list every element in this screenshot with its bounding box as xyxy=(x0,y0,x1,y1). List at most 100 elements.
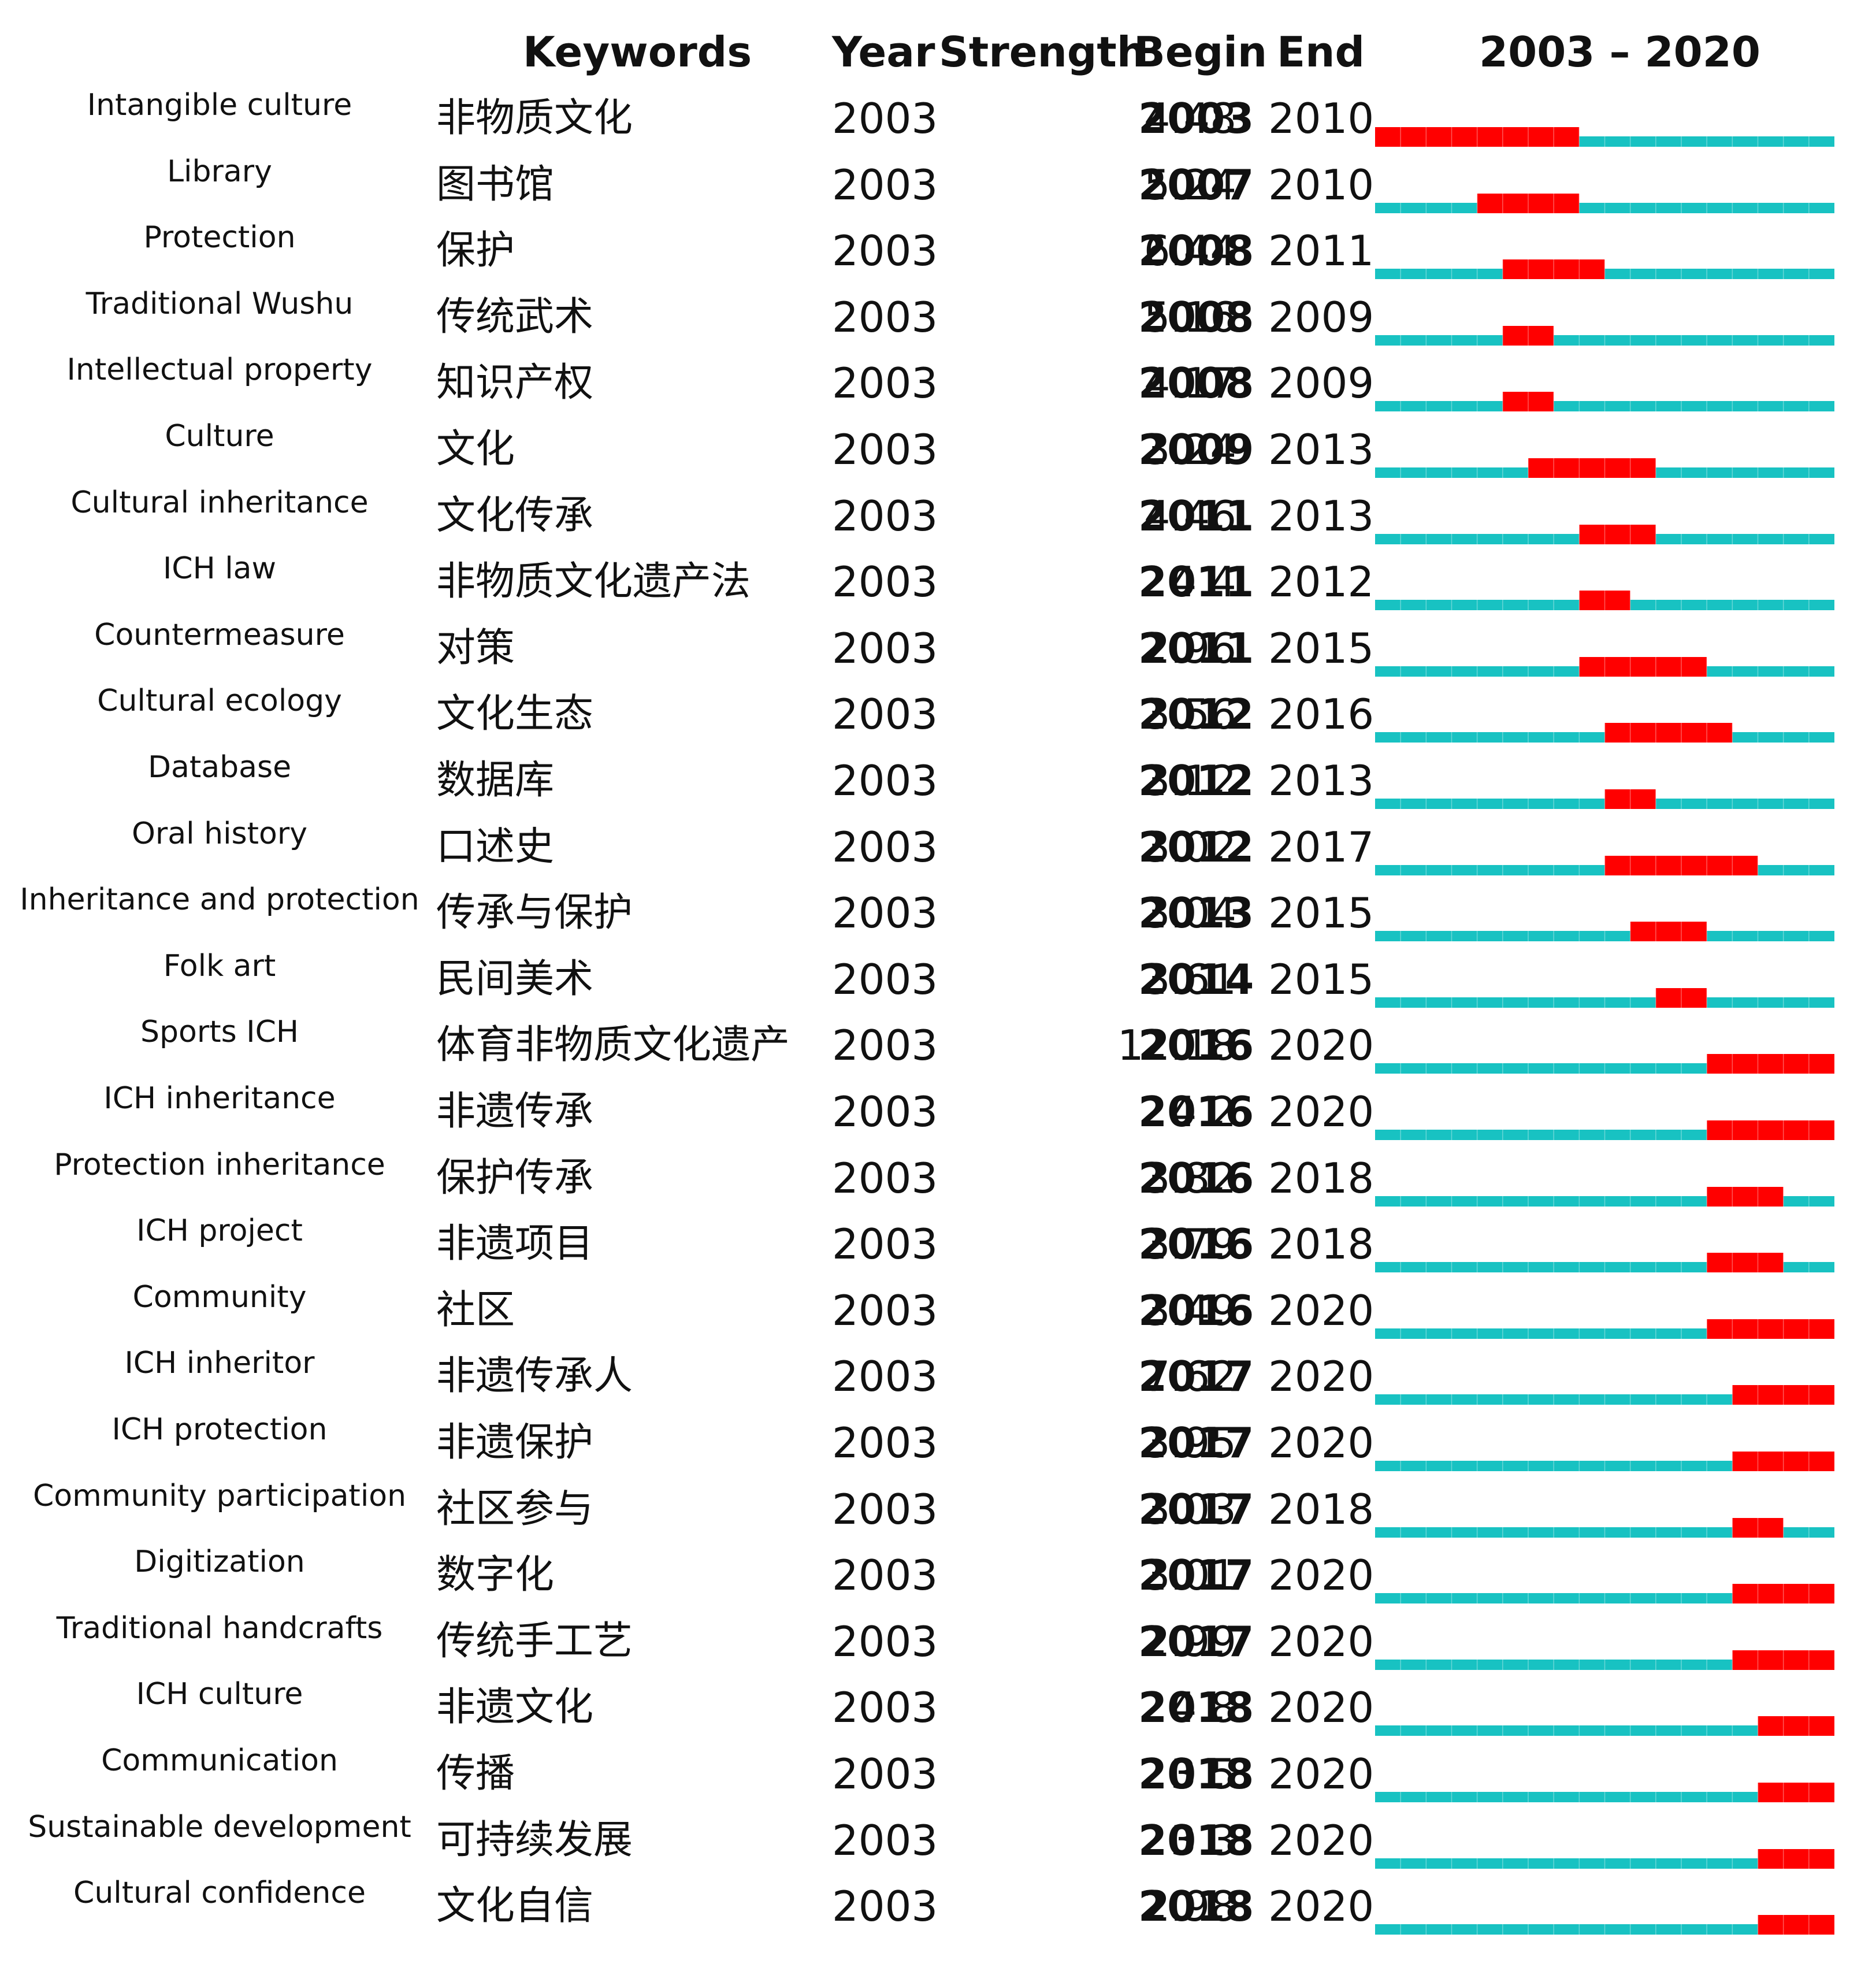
burst-bar xyxy=(1655,988,1707,1008)
keyword-zh: 体育非物质文化遗产 xyxy=(436,1022,790,1068)
begin-value: 2013 xyxy=(1138,889,1254,938)
strength-value: 2.96 xyxy=(1143,623,1236,673)
begin-value: 2016 xyxy=(1138,1153,1254,1202)
burst-timeline xyxy=(1375,1716,1834,1736)
year-value: 2003 xyxy=(832,1816,938,1865)
year-value: 2003 xyxy=(832,690,938,739)
year-value: 2003 xyxy=(832,227,938,276)
table-row: Protection inheritance 保护传承 2003 3.82 2016 20… xyxy=(0,1146,1876,1213)
strength-value: 4.8 xyxy=(1170,1683,1236,1732)
end-value: 2020 xyxy=(1268,1352,1375,1401)
keyword-en: Countermeasure xyxy=(94,617,345,652)
header-year: Year xyxy=(832,28,935,76)
keyword-en: Traditional handcrafts xyxy=(56,1610,383,1646)
keyword-en: Traditional Wushu xyxy=(86,286,354,321)
burst-bar xyxy=(1579,656,1707,677)
table-row: ICH culture 非遗文化 2003 4.8 2018 2020 xyxy=(0,1676,1876,1742)
end-value: 2015 xyxy=(1268,889,1375,938)
burst-timeline xyxy=(1375,656,1834,677)
burst-timeline xyxy=(1375,591,1834,611)
burst-bar xyxy=(1528,458,1656,478)
keyword-zh: 民间美术 xyxy=(436,956,594,1002)
keyword-zh: 非遗传承 xyxy=(436,1089,594,1134)
keyword-zh: 保护 xyxy=(436,228,515,274)
strength-value: 3.24 xyxy=(1143,425,1236,474)
table-row: Folk art 民间美术 2003 3.61 2014 2015 xyxy=(0,948,1876,1014)
end-value: 2020 xyxy=(1268,1286,1375,1335)
year-value: 2003 xyxy=(832,955,938,1004)
year-value: 2003 xyxy=(832,359,938,408)
burst-timeline xyxy=(1375,988,1834,1008)
keyword-en: ICH law xyxy=(162,551,277,587)
keyword-zh: 社区 xyxy=(436,1287,515,1333)
keyword-zh: 文化生态 xyxy=(436,691,594,737)
end-value: 2013 xyxy=(1268,756,1375,805)
begin-value: 2009 xyxy=(1138,425,1254,474)
keyword-zh: 文化 xyxy=(436,426,515,472)
table-row: ICH project 非遗项目 2003 3.79 2016 2018 xyxy=(0,1212,1876,1279)
keyword-zh: 传统手工艺 xyxy=(436,1618,633,1664)
table-row: Traditional handcrafts 传统手工艺 2003 2.99 2017 2… xyxy=(0,1610,1876,1676)
end-value: 2020 xyxy=(1268,1816,1375,1865)
end-value: 2010 xyxy=(1268,160,1375,209)
keyword-zh: 非物质文化 xyxy=(436,95,633,141)
begin-value: 2008 xyxy=(1138,359,1254,408)
table-row: Communication 传播 2003 3.5 2018 2020 xyxy=(0,1742,1876,1809)
end-value: 2020 xyxy=(1268,1087,1375,1136)
burst-timeline xyxy=(1375,1319,1834,1339)
year-value: 2003 xyxy=(832,1286,938,1335)
end-value: 2013 xyxy=(1268,425,1375,474)
burst-timeline xyxy=(1375,1186,1834,1207)
table-row: Inheritance and protection 传承与保护 2003 3.04 2… xyxy=(0,881,1876,948)
burst-bar xyxy=(1477,193,1580,213)
year-value: 2003 xyxy=(832,889,938,938)
burst-timeline xyxy=(1375,1783,1834,1802)
end-value: 2015 xyxy=(1268,623,1375,673)
keyword-en: Digitization xyxy=(134,1545,305,1580)
table-row: Community 社区 2003 3.49 2016 2020 xyxy=(0,1279,1876,1345)
burst-bar xyxy=(1630,922,1707,942)
table-row: Intangible culture 非物质文化 2003 4.48 2003 2010 xyxy=(0,87,1876,153)
year-value: 2003 xyxy=(832,94,938,143)
burst-timeline xyxy=(1375,855,1834,875)
strength-value: 3.56 xyxy=(1143,690,1236,739)
keyword-en: Library xyxy=(167,154,272,189)
burst-bar xyxy=(1707,1054,1834,1074)
end-value: 2013 xyxy=(1268,491,1375,540)
strength-value: 3.12 xyxy=(1143,756,1236,805)
year-value: 2003 xyxy=(832,1882,938,1931)
end-value: 2009 xyxy=(1268,292,1375,342)
burst-bar xyxy=(1375,127,1580,147)
burst-bar xyxy=(1707,1186,1784,1207)
begin-value: 2018 xyxy=(1138,1750,1254,1798)
header-range: 2003 – 2020 xyxy=(1479,28,1760,76)
timeline-base xyxy=(1375,931,1834,942)
burst-timeline xyxy=(1375,1650,1834,1670)
end-value: 2018 xyxy=(1268,1153,1375,1202)
table-row: Protection 保护 2003 6.44 2008 2011 xyxy=(0,219,1876,285)
end-value: 2018 xyxy=(1268,1484,1375,1534)
keyword-en: ICH culture xyxy=(136,1677,303,1712)
begin-value: 2017 xyxy=(1138,1484,1254,1534)
end-value: 2020 xyxy=(1268,1551,1375,1600)
end-value: 2020 xyxy=(1268,1683,1375,1732)
timeline-base xyxy=(1375,401,1834,412)
year-value: 2003 xyxy=(832,1617,938,1666)
strength-value: 3.79 xyxy=(1143,1220,1236,1269)
burst-bar xyxy=(1604,789,1656,809)
begin-value: 2012 xyxy=(1138,690,1254,739)
end-value: 2020 xyxy=(1268,1419,1375,1467)
keyword-zh: 非遗传承人 xyxy=(436,1353,633,1400)
burst-bar xyxy=(1502,392,1554,412)
burst-timeline xyxy=(1375,922,1834,942)
burst-bar xyxy=(1732,1452,1834,1471)
begin-value: 2008 xyxy=(1138,292,1254,342)
burst-timeline xyxy=(1375,127,1834,147)
strength-value: 12.18 xyxy=(1117,1021,1236,1070)
table-row: Traditional Wushu 传统武术 2003 5.16 2008 2009 xyxy=(0,285,1876,352)
begin-value: 2016 xyxy=(1138,1021,1254,1070)
keyword-zh: 文化传承 xyxy=(436,492,594,539)
burst-bar xyxy=(1707,1253,1784,1273)
strength-value: 3.02 xyxy=(1143,822,1236,871)
year-value: 2003 xyxy=(832,1352,938,1401)
